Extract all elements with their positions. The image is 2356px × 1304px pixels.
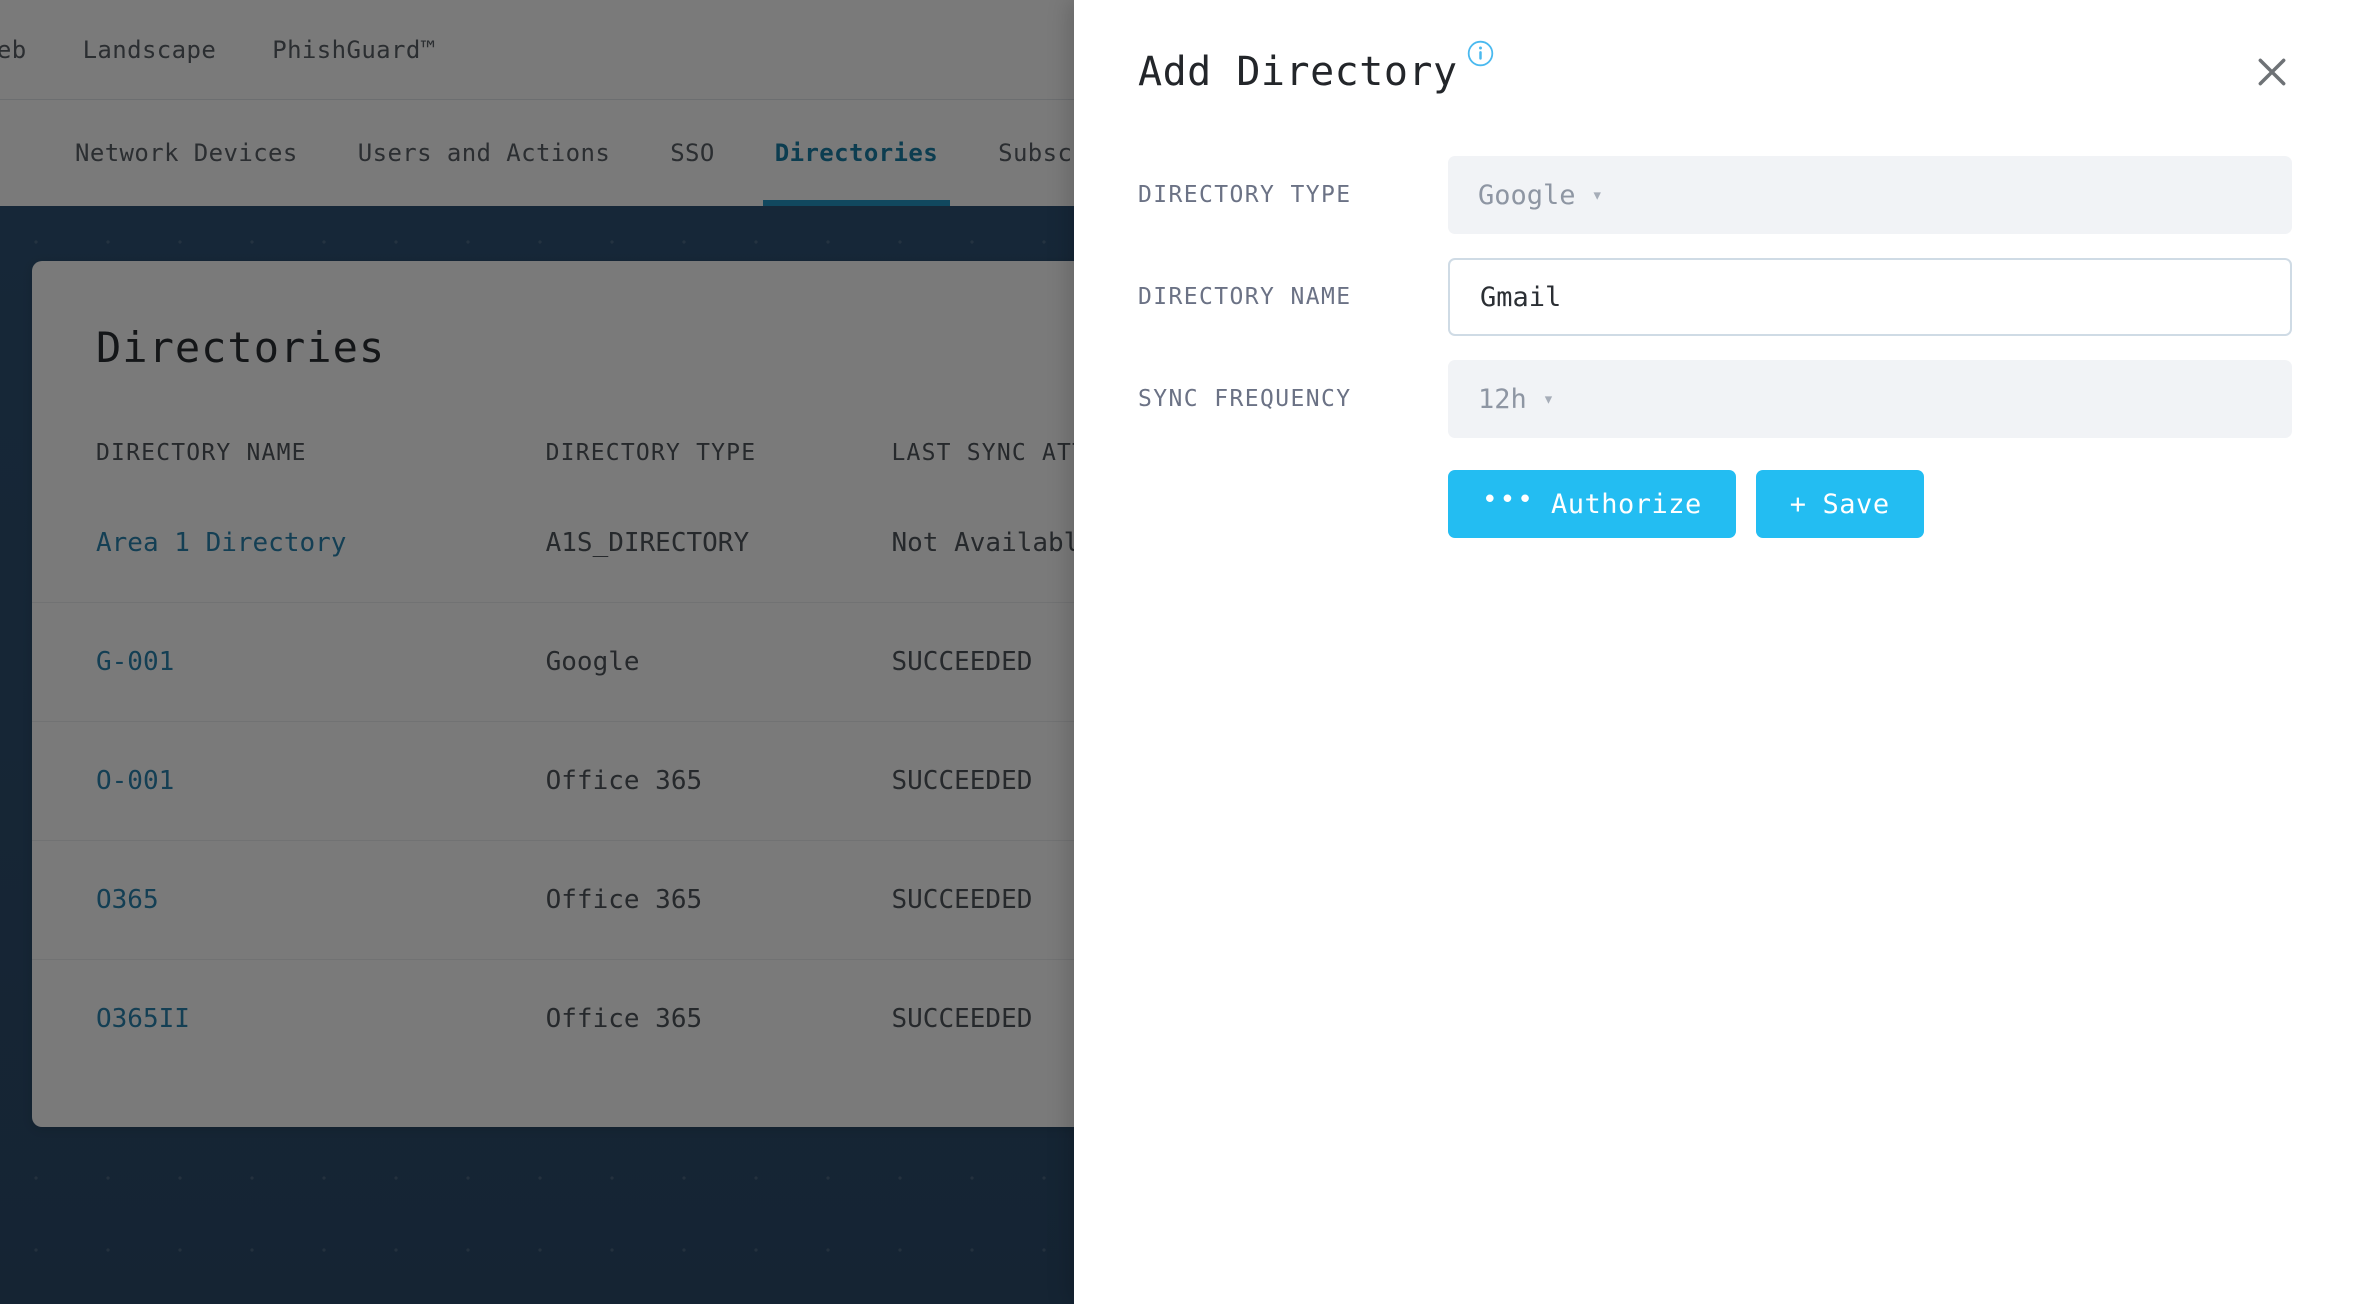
info-circle-icon[interactable] — [1467, 40, 1494, 67]
directory-type-label: DIRECTORY TYPE — [1138, 182, 1352, 208]
directory-type-select[interactable]: Google ▾ — [1448, 156, 2292, 234]
chevron-down-icon: ▾ — [1591, 183, 1603, 206]
authorize-button-label: Authorize — [1550, 488, 1702, 520]
modal-title: Add Directory — [1138, 49, 1458, 95]
plus-icon: + — [1789, 488, 1807, 520]
modal-header: Add Directory — [1074, 0, 2356, 92]
authorize-button[interactable]: ••• Authorize — [1448, 470, 1736, 538]
directory-type-value: Google — [1478, 179, 1576, 211]
directory-name-label: DIRECTORY NAME — [1138, 284, 1352, 310]
add-directory-modal: Add Directory DIRECTORY TYPE Google — [1074, 0, 2356, 1304]
ellipsis-icon: ••• — [1482, 485, 1535, 515]
chevron-down-icon: ▾ — [1542, 387, 1555, 410]
sync-frequency-label: SYNC FREQUENCY — [1138, 386, 1352, 412]
directory-name-row: DIRECTORY NAME Gmail — [1138, 258, 2292, 336]
save-button[interactable]: + Save — [1755, 470, 1924, 538]
add-directory-form: DIRECTORY TYPE Google ▾ DIRECTORY NAME G… — [1074, 156, 2356, 538]
directory-name-value: Gmail — [1480, 281, 1562, 313]
close-icon[interactable] — [2246, 46, 2298, 98]
save-button-label: Save — [1822, 488, 1890, 520]
sync-frequency-value: 12h — [1478, 383, 1527, 415]
directory-type-row: DIRECTORY TYPE Google ▾ — [1138, 156, 2292, 234]
modal-action-buttons: ••• Authorize + Save — [1448, 470, 2292, 538]
sync-frequency-row: SYNC FREQUENCY 12h ▾ — [1138, 360, 2292, 438]
sync-frequency-select[interactable]: 12h ▾ — [1448, 360, 2292, 438]
directory-name-input[interactable]: Gmail — [1448, 258, 2292, 336]
